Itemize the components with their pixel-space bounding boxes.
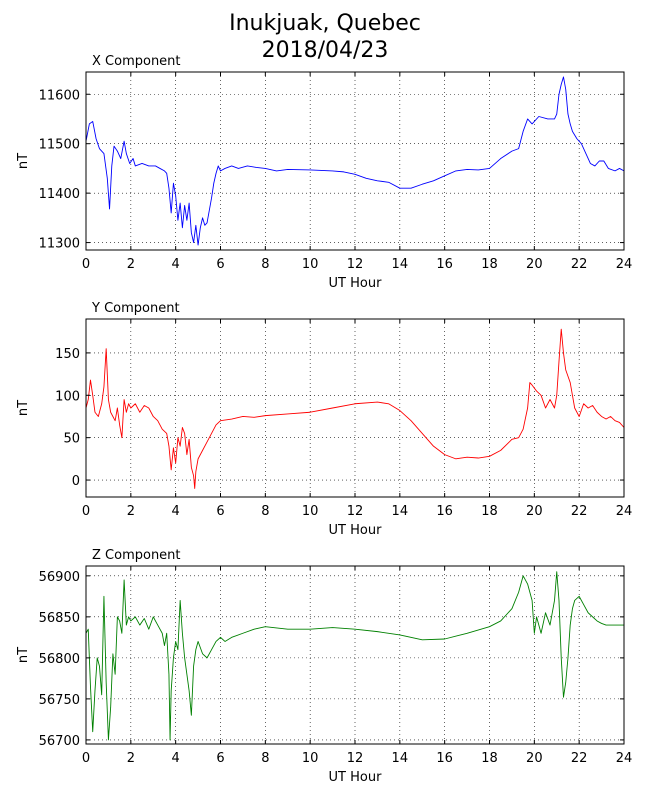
z-y-axis-label: nT: [16, 647, 31, 663]
y-x-tick-label: 12: [347, 504, 364, 519]
z-x-tick-label: 20: [526, 751, 543, 766]
y-y-tick-label: 100: [55, 389, 80, 404]
x-y-tick-label: 11300: [39, 237, 80, 252]
y-x-tick-label: 24: [616, 504, 633, 519]
x-x-tick-label: 22: [571, 257, 588, 272]
z-x-axis-label: UT Hour: [329, 770, 383, 785]
z-x-tick-label: 0: [82, 751, 90, 766]
z-x-tick-label: 24: [616, 751, 633, 766]
z-x-tick-label: 22: [571, 751, 588, 766]
z-x-tick-label: 8: [261, 751, 269, 766]
z-x-tick-label: 6: [216, 751, 224, 766]
x-x-tick-label: 2: [127, 257, 135, 272]
z-y-tick-label: 56700: [39, 734, 80, 749]
x-x-tick-label: 10: [302, 257, 319, 272]
x-y-tick-label: 11600: [39, 88, 80, 103]
y-x-tick-label: 8: [261, 504, 269, 519]
z-x-tick-label: 12: [347, 751, 364, 766]
y-x-tick-label: 4: [172, 504, 180, 519]
y-x-tick-label: 2: [127, 504, 135, 519]
y-y-tick-label: 150: [55, 347, 80, 362]
y-y-axis-label: nT: [16, 400, 31, 416]
x-x-tick-label: 16: [436, 257, 453, 272]
z-x-tick-label: 16: [436, 751, 453, 766]
z-x-tick-label: 14: [392, 751, 409, 766]
z-y-tick-label: 56750: [39, 693, 80, 708]
chart-title-line1: Inukjuak, Quebec: [229, 11, 421, 36]
z-x-tick-label: 4: [172, 751, 180, 766]
x-x-tick-label: 6: [216, 257, 224, 272]
x-x-tick-label: 18: [481, 257, 498, 272]
z-y-tick-label: 56800: [39, 652, 80, 667]
x-y-tick-label: 11500: [39, 138, 80, 153]
z-x-tick-label: 2: [127, 751, 135, 766]
x-x-tick-label: 20: [526, 257, 543, 272]
x-y-axis-label: nT: [16, 153, 31, 169]
z-x-tick-label: 10: [302, 751, 319, 766]
z-x-tick-label: 18: [481, 751, 498, 766]
y-x-tick-label: 14: [392, 504, 409, 519]
y-x-tick-label: 6: [216, 504, 224, 519]
x-x-tick-label: 8: [261, 257, 269, 272]
x-x-tick-label: 4: [172, 257, 180, 272]
y-panel-title: Y Component: [91, 301, 180, 316]
x-x-axis-label: UT Hour: [329, 276, 383, 291]
y-y-tick-label: 50: [63, 432, 80, 447]
x-x-tick-label: 12: [347, 257, 364, 272]
y-x-axis-label: UT Hour: [329, 523, 383, 538]
x-y-tick-label: 11400: [39, 187, 80, 202]
x-x-tick-label: 0: [82, 257, 90, 272]
z-panel-title: Z Component: [92, 548, 181, 563]
chart-title-line2: 2018/04/23: [261, 38, 389, 63]
y-x-tick-label: 16: [436, 504, 453, 519]
x-x-tick-label: 14: [392, 257, 409, 272]
y-x-tick-label: 22: [571, 504, 588, 519]
chart-title: Inukjuak, Quebec 2018/04/23: [0, 10, 650, 64]
z-y-tick-label: 56900: [39, 570, 80, 585]
y-x-tick-label: 20: [526, 504, 543, 519]
z-series-line: [85, 571, 624, 741]
y-series-line: [85, 328, 625, 489]
x-x-tick-label: 24: [616, 257, 633, 272]
y-x-tick-label: 0: [82, 504, 90, 519]
y-y-tick-label: 0: [72, 474, 80, 489]
x-panel-title: X Component: [92, 54, 181, 69]
z-y-tick-label: 56850: [39, 611, 80, 626]
x-series-line: [85, 76, 625, 246]
y-x-tick-label: 10: [302, 504, 319, 519]
y-x-tick-label: 18: [481, 504, 498, 519]
